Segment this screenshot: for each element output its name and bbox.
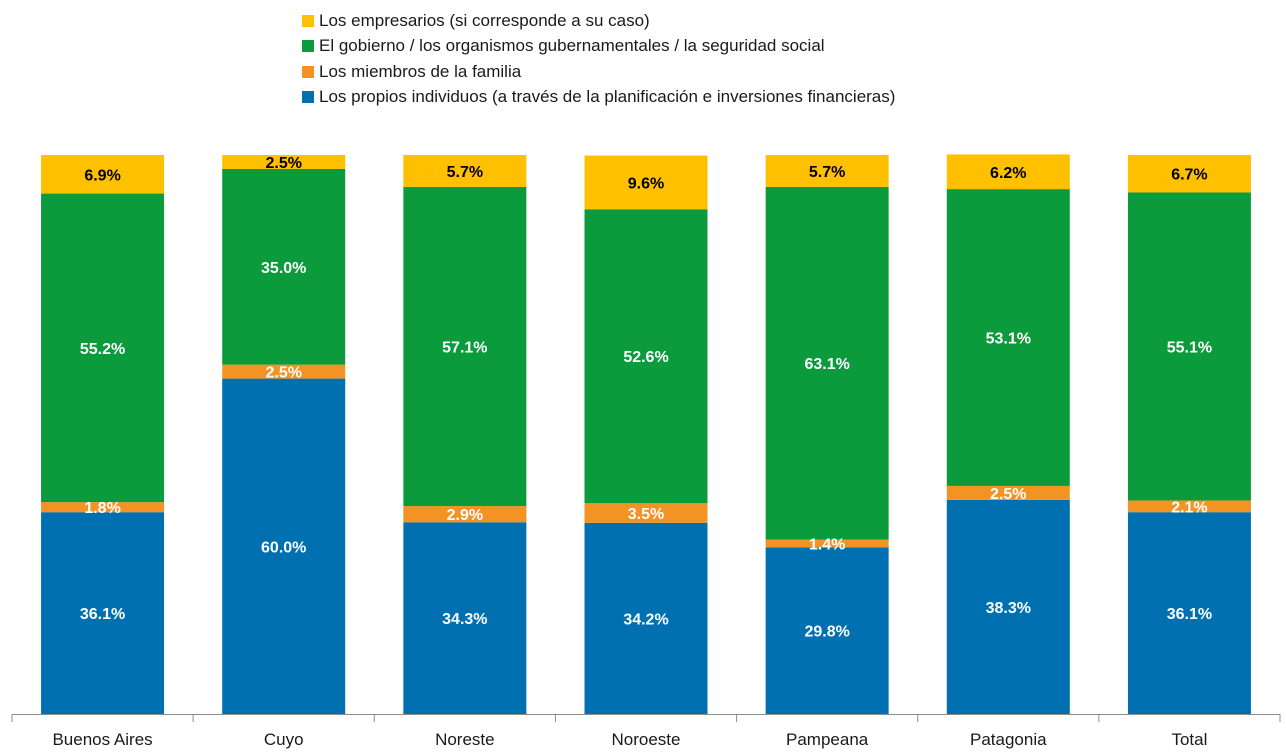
data-label-cuyo-s1: 2.5%: [265, 365, 301, 382]
legend-item-familia: Los miembros de la familia: [302, 59, 895, 85]
legend-swatch-gobierno: [302, 40, 314, 53]
bar-segment-noreste-s3: [403, 155, 527, 187]
category-label-buenos-aires: Buenos Aires: [52, 730, 152, 749]
data-label-total-s1: 2.1%: [1171, 499, 1207, 516]
data-label-pampeana-s1: 1.4%: [809, 537, 845, 554]
data-label-buenos-aires-s2: 55.2%: [80, 341, 125, 358]
data-label-pampeana-s2: 63.1%: [804, 356, 849, 373]
bar-segment-patagonia-s3: [946, 154, 1070, 190]
bar-segment-total-s1: [1127, 500, 1251, 513]
bar-segment-pampeana-s2: [765, 186, 889, 540]
data-label-patagonia-s2: 53.1%: [986, 331, 1031, 348]
data-label-buenos-aires-s3: 6.9%: [84, 167, 120, 184]
bar-segment-pampeana-s3: [765, 155, 889, 187]
data-label-noroeste-s0: 34.2%: [623, 611, 668, 628]
data-label-patagonia-s0: 38.3%: [986, 600, 1031, 617]
bar-segment-patagonia-s0: [946, 499, 1070, 714]
data-label-cuyo-s2: 35.0%: [261, 260, 306, 277]
bar-segment-pampeana-s1: [765, 539, 889, 548]
data-label-noroeste-s3: 9.6%: [628, 175, 664, 192]
bar-segment-cuyo-s3: [222, 155, 346, 169]
category-label-noroeste: Noroeste: [612, 730, 681, 749]
data-label-noroeste-s2: 52.6%: [623, 349, 668, 366]
data-label-noreste-s0: 34.3%: [442, 611, 487, 628]
data-label-patagonia-s3: 6.2%: [990, 165, 1026, 182]
bar-segment-noroeste-s0: [584, 522, 708, 714]
bar-segment-total-s0: [1127, 512, 1251, 714]
legend: Los empresarios (si corresponde a su cas…: [302, 8, 895, 110]
data-label-total-s2: 55.1%: [1167, 339, 1212, 356]
legend-label-gobierno: El gobierno / los organismos gubernament…: [319, 36, 825, 56]
data-label-total-s0: 36.1%: [1167, 606, 1212, 623]
bar-segment-cuyo-s0: [222, 378, 346, 714]
bar-segment-buenos-aires-s3: [41, 155, 165, 194]
data-label-buenos-aires-s1: 1.8%: [84, 500, 120, 517]
bar-segment-patagonia-s2: [946, 189, 1070, 486]
legend-swatch-individuos: [302, 91, 314, 104]
bar-segment-noroeste-s1: [584, 503, 708, 523]
category-label-total: Total: [1171, 730, 1207, 749]
legend-item-empresarios: Los empresarios (si corresponde a su cas…: [302, 8, 895, 34]
bar-segment-pampeana-s0: [765, 547, 889, 714]
legend-swatch-empresarios: [302, 14, 314, 27]
data-label-noroeste-s1: 3.5%: [628, 506, 664, 523]
data-label-pampeana-s0: 29.8%: [804, 624, 849, 641]
bar-segment-noreste-s1: [403, 506, 527, 523]
bar-segment-total-s2: [1127, 192, 1251, 501]
legend-label-empresarios: Los empresarios (si corresponde a su cas…: [319, 10, 650, 30]
category-label-patagonia: Patagonia: [970, 730, 1047, 749]
category-label-pampeana: Pampeana: [786, 730, 869, 749]
bar-segment-noreste-s2: [403, 186, 527, 507]
category-label-noreste: Noreste: [435, 730, 495, 749]
bar-segment-buenos-aires-s0: [41, 512, 165, 714]
data-label-total-s3: 6.7%: [1171, 167, 1207, 184]
data-label-cuyo-s0: 60.0%: [261, 539, 306, 556]
legend-label-individuos: Los propios individuos (a través de la p…: [319, 87, 896, 107]
data-label-pampeana-s3: 5.7%: [809, 164, 845, 181]
data-label-buenos-aires-s0: 36.1%: [80, 606, 125, 623]
legend-item-gobierno: El gobierno / los organismos gubernament…: [302, 34, 895, 60]
bar-segment-buenos-aires-s1: [41, 502, 165, 513]
category-label-cuyo: Cuyo: [264, 730, 304, 749]
bar-segment-total-s3: [1127, 155, 1251, 193]
bar-segment-noroeste-s3: [584, 155, 708, 210]
bar-segment-cuyo-s2: [222, 168, 346, 365]
bar-segment-patagonia-s1: [946, 485, 1070, 500]
legend-label-familia: Los miembros de la familia: [319, 61, 522, 81]
legend-item-individuos: Los propios individuos (a través de la p…: [302, 85, 895, 111]
data-label-cuyo-s3: 2.5%: [265, 155, 301, 172]
data-label-noreste-s1: 2.9%: [447, 507, 483, 524]
bar-segment-noreste-s0: [403, 522, 527, 714]
bar-segment-buenos-aires-s2: [41, 193, 165, 503]
data-label-noreste-s3: 5.7%: [447, 164, 483, 181]
data-label-patagonia-s1: 2.5%: [990, 486, 1026, 503]
data-label-noreste-s2: 57.1%: [442, 339, 487, 356]
legend-swatch-familia: [302, 65, 314, 78]
bar-segment-cuyo-s1: [222, 364, 346, 379]
bar-segment-noroeste-s2: [584, 209, 708, 504]
